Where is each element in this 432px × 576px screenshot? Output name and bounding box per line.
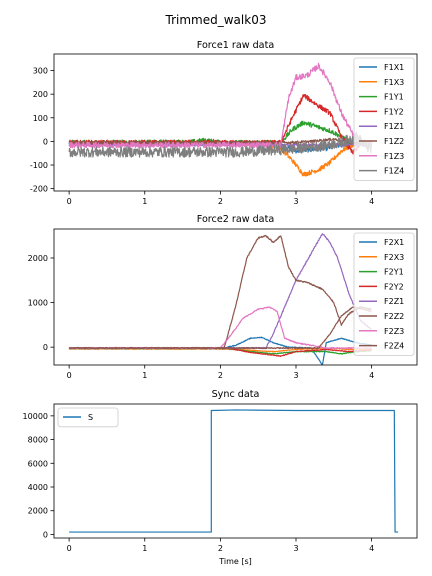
force1-frame (53, 53, 418, 192)
sync-legend: S (57, 407, 119, 428)
force2-frame (53, 228, 418, 366)
force1-ytick-label: -100 (30, 161, 48, 170)
force1-legend-label-f1z1: F1Z1 (384, 122, 404, 131)
force2-xtick-label: 0 (67, 371, 72, 380)
sync-series-s (69, 409, 399, 533)
force1-legend-label-f1y1: F1Y1 (384, 93, 404, 102)
force1-legend-label-f1x1: F1X1 (384, 63, 404, 72)
force1-ytick-label: 0 (43, 137, 48, 146)
sync-xlabel: Time [s] (218, 557, 252, 566)
force1-legend: F1X1 F1X3 F1Y1 F1Y2 F1Z1 F1Z2 F1Z3 F1Z4 (353, 57, 415, 181)
force2-xtick-label: 3 (293, 371, 298, 380)
force2-ytick-label: 2000 (28, 254, 48, 263)
force2-axes: Force2 raw data 0 1 2 3 4010002000F2X1F2X3F2… (28, 214, 418, 380)
force2-legend-label-f2y1: F2Y1 (384, 268, 404, 277)
force2-legend: F2X1 F2X3 F2Y1 F2Y2 F2Z1 F2Z2 F2Z3 F2Z4 (353, 232, 415, 356)
force2-legend-label-f2y2: F2Y2 (384, 282, 404, 291)
force1-ytick-label: 300 (33, 67, 48, 76)
force2-title: Force2 raw data (197, 214, 274, 225)
force1-series-group (68, 62, 373, 177)
force1-xtick-label: 3 (293, 197, 298, 206)
force2-series-f2z2 (68, 234, 372, 350)
sync-legend-box (57, 407, 119, 428)
sync-title: Sync data (212, 389, 260, 400)
force2-legend-label-f2z1: F2Z1 (384, 297, 404, 306)
force1-legend-label-f1z2: F1Z2 (384, 137, 404, 146)
force2-series-group (68, 233, 372, 365)
sync-ytick-label: 10000 (23, 412, 48, 421)
force1-title: Force1 raw data (197, 40, 274, 51)
sync-axes: Sync data Time [s] 0 1 2 3 4 0 2000 4000 6000 800… (23, 389, 418, 566)
sync-xtick-label: 1 (142, 544, 147, 553)
sync-xtick-label: 4 (369, 544, 374, 553)
sync-ytick-label: 6000 (28, 459, 48, 468)
sync-legend-label-s: S (88, 413, 93, 422)
force1-ytick-label: 200 (33, 90, 48, 99)
force2-ytick-label: 1000 (28, 299, 48, 308)
sync-ytick-label: 8000 (28, 436, 48, 445)
force2-ytick-label: 0 (43, 343, 48, 352)
force2-legend-label-f2z4: F2Z4 (384, 342, 404, 351)
force1-xtick-label: 2 (218, 197, 223, 206)
sync-series-group (69, 409, 399, 533)
force1-series-f1z3 (68, 62, 373, 149)
force1-legend-label-f1x3: F1X3 (384, 78, 404, 87)
force2-xtick-label: 1 (142, 371, 147, 380)
sync-ytick-label: 2000 (28, 507, 48, 516)
force2-legend-label-f2x1: F2X1 (384, 238, 404, 247)
figure-title: Trimmed_walk03 (165, 13, 267, 27)
force1-axes: Force1 raw data 0 1 2 3 4 -200 -100 0 100 200 300 F… (30, 40, 418, 206)
force2-legend-label-f2x3: F2X3 (384, 253, 404, 262)
sync-ytick-label: 4000 (28, 483, 48, 492)
force1-xtick-label: 0 (67, 197, 72, 206)
sync-xtick-label: 2 (218, 544, 223, 553)
force2-legend-box (353, 232, 415, 356)
force1-ytick-label: 100 (33, 114, 48, 123)
force2-series-f2z1 (68, 233, 372, 350)
sync-frame (53, 403, 418, 539)
force2-xtick-label: 2 (218, 371, 223, 380)
force2-legend-label-f2z3: F2Z3 (384, 327, 404, 336)
force1-legend-label-f1z3: F1Z3 (384, 152, 404, 161)
sync-ytick-label: 0 (43, 530, 48, 539)
force1-legend-box (353, 57, 415, 181)
force1-xtick-label: 1 (142, 197, 147, 206)
force2-xtick-label: 4 (369, 371, 374, 380)
force1-xtick-label: 4 (369, 197, 374, 206)
force1-series-f1z4 (68, 131, 372, 158)
sync-xtick-label: 0 (67, 544, 72, 553)
force1-ytick-label: -200 (30, 185, 48, 194)
force2-legend-label-f2z2: F2Z2 (384, 312, 404, 321)
sync-xtick-label: 3 (293, 544, 298, 553)
force1-legend-label-f1y2: F1Y2 (384, 107, 404, 116)
force1-legend-label-f1z4: F1Z4 (384, 167, 404, 176)
force2-series-f2z4 (68, 306, 372, 350)
